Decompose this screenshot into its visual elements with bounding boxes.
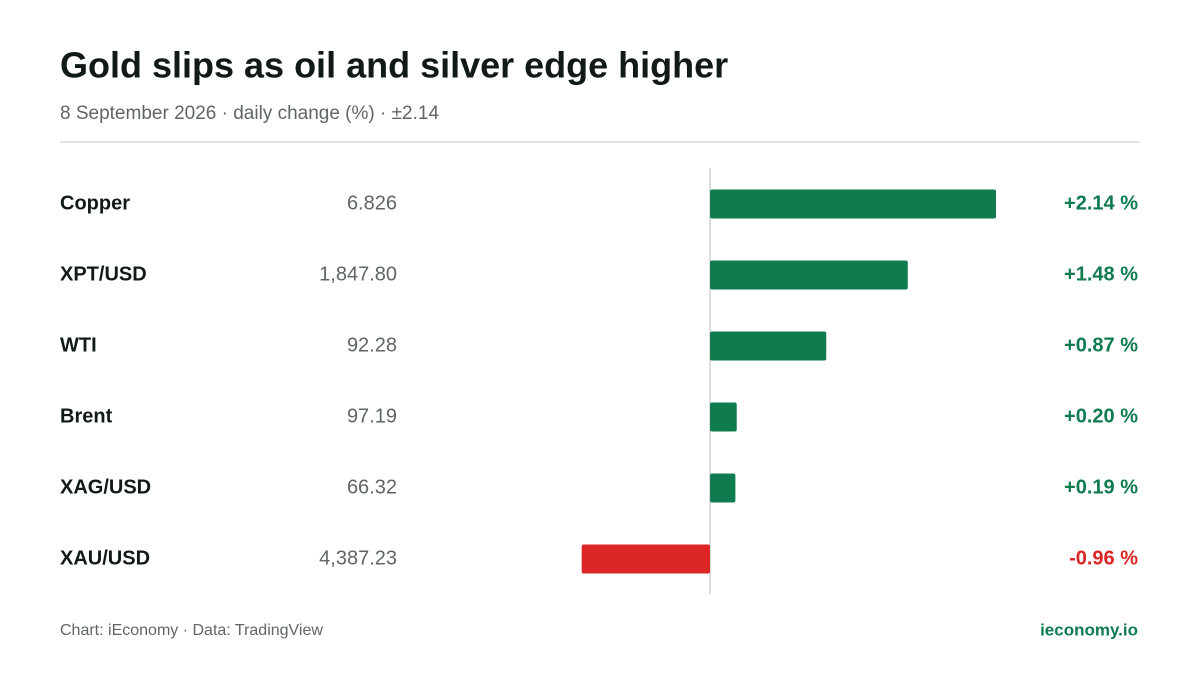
bar: [710, 260, 908, 290]
bar: [710, 402, 737, 432]
price-label: 92.28: [347, 334, 397, 356]
price-label: 97.19: [347, 405, 397, 427]
value-label: +2.14 %: [1064, 192, 1138, 214]
category-label: XAU/USD: [60, 547, 150, 569]
value-label: -0.96 %: [1069, 547, 1138, 569]
chart-title: Gold slips as oil and silver edge higher: [60, 45, 728, 86]
price-label: 66.32: [347, 476, 397, 498]
category-label: WTI: [60, 334, 97, 356]
value-label: +0.19 %: [1064, 476, 1138, 498]
bar: [710, 189, 996, 219]
value-label: +0.87 %: [1064, 334, 1138, 356]
price-label: 4,387.23: [319, 547, 397, 569]
bar: [581, 544, 710, 574]
category-label: XPT/USD: [60, 263, 147, 285]
category-label: XAG/USD: [60, 476, 151, 498]
value-label: +0.20 %: [1064, 405, 1138, 427]
price-label: 1,847.80: [319, 263, 397, 285]
bar: [710, 473, 736, 503]
bar: [710, 331, 827, 361]
category-label: Brent: [60, 405, 113, 427]
value-label: +1.48 %: [1064, 263, 1138, 285]
chart-subtitle: 8 September 2026 · daily change (%) · ±2…: [60, 103, 439, 124]
brand: ieconomy.io: [1040, 620, 1138, 639]
category-label: Copper: [60, 192, 130, 214]
source-note: Chart: iEconomy · Data: TradingView: [60, 622, 323, 639]
price-label: 6.826: [347, 192, 397, 214]
